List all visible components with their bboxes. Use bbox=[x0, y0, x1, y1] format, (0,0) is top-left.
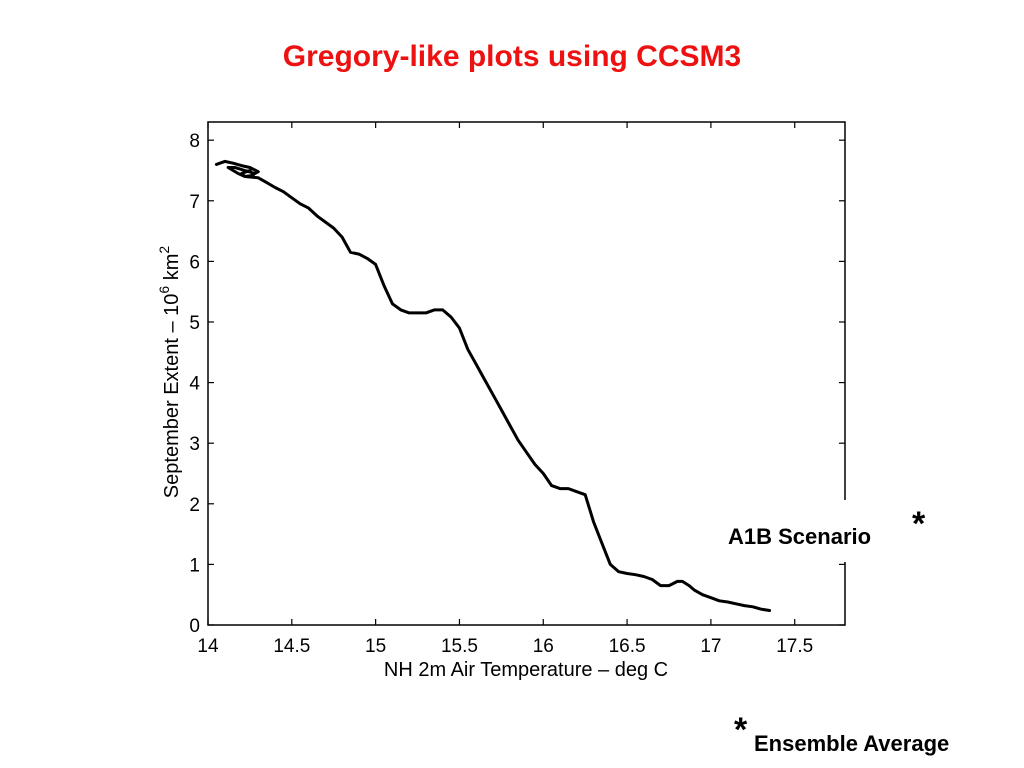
footnote-text: Ensemble Average bbox=[754, 731, 950, 756]
x-tick-label: 15.5 bbox=[441, 636, 478, 657]
y-axis-label-unit-exp: 2 bbox=[156, 246, 172, 254]
scenario-label-background bbox=[720, 500, 930, 562]
y-tick-label: 6 bbox=[189, 252, 200, 273]
y-tick-label: 4 bbox=[189, 374, 200, 395]
y-axis-label-exp: 6 bbox=[156, 286, 172, 294]
slide-title: Gregory-like plots using CCSM3 bbox=[282, 40, 742, 73]
y-tick-label: 5 bbox=[189, 313, 200, 334]
scenario-footnote-marker: * bbox=[912, 505, 926, 543]
x-tick-label: 17 bbox=[700, 636, 721, 657]
x-tick-label: 17.5 bbox=[776, 636, 813, 657]
y-axis-label: September Extent – 106 km2 bbox=[156, 246, 183, 499]
y-tick-label: 1 bbox=[189, 555, 200, 576]
x-tick-label: 14.5 bbox=[273, 636, 310, 657]
series-line bbox=[214, 159, 772, 612]
x-tick-label: 15 bbox=[365, 636, 386, 657]
y-axis-label-unit: km bbox=[161, 254, 183, 286]
y-tick-label: 7 bbox=[189, 192, 200, 213]
plot-frame bbox=[207, 121, 846, 626]
y-tick-label: 2 bbox=[189, 495, 200, 516]
y-tick-label: 3 bbox=[189, 434, 200, 455]
x-tick-label: 16.5 bbox=[609, 636, 646, 657]
x-axis-label: NH 2m Air Temperature – deg C bbox=[384, 659, 668, 681]
y-axis-label-main: September Extent – 10 bbox=[161, 294, 183, 499]
x-tick-label: 16 bbox=[533, 636, 554, 657]
x-tick-label: 14 bbox=[197, 636, 219, 657]
scenario-label: A1B Scenario bbox=[728, 524, 872, 549]
y-tick-label: 8 bbox=[189, 131, 200, 152]
y-tick-label: 0 bbox=[189, 616, 200, 637]
ticks-layer: 14 14.5 15 15.5 16 16.5 17 17.5 0 1 2 3 4 5 6 7 8 bbox=[189, 122, 845, 657]
footnote-marker: * bbox=[734, 711, 748, 749]
